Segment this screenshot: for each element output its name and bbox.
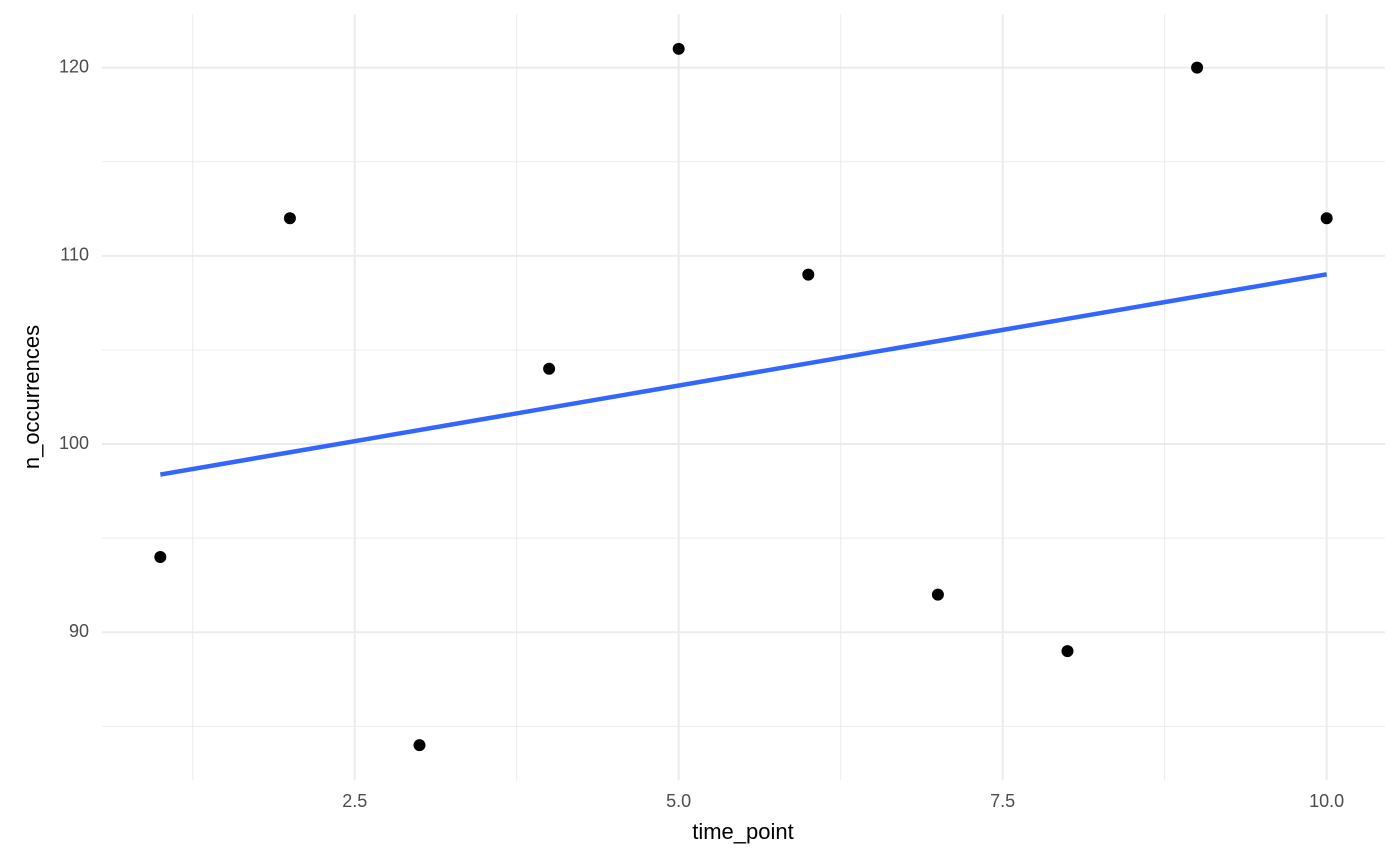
trend-line [159,272,1328,477]
y-axis-title: n_occurrences [19,325,44,469]
point [283,212,296,225]
point [931,588,944,601]
y-tick-label: 120 [59,56,89,76]
point [1191,61,1204,74]
point [543,362,556,375]
y-tick-label: 110 [60,245,89,265]
x-axis-title: time_point [692,819,794,844]
point [672,42,685,55]
x-tick-label: 10.0 [1309,791,1344,811]
point [1320,212,1333,225]
point [154,550,167,563]
y-tick-label: 90 [69,621,89,641]
y-tick-label: 100 [59,433,89,453]
x-tick-label: 2.5 [342,791,367,811]
x-tick-label: 5.0 [666,791,691,811]
point [413,739,426,752]
point [1061,645,1074,658]
point [802,268,815,281]
x-tick-label: 7.5 [990,791,1015,811]
